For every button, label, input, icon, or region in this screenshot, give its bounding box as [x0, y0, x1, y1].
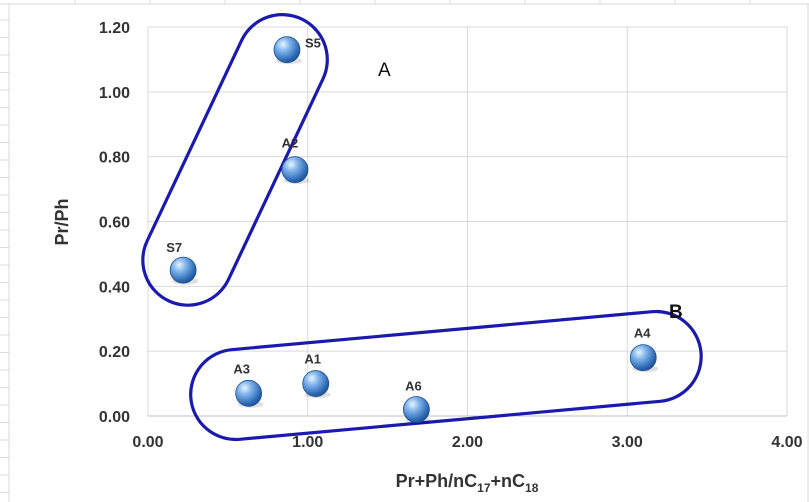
group-b-label: B — [669, 302, 683, 323]
x-axis-title-sub2: 18 — [525, 481, 539, 495]
point-s7 — [169, 256, 197, 284]
group-a-outline — [141, 13, 329, 307]
x-tick-label: 2.00 — [452, 434, 483, 451]
point-label-a3: A3 — [233, 361, 250, 376]
x-axis-title-sub1: 17 — [477, 481, 491, 495]
point-label-s5: S5 — [305, 36, 321, 51]
y-tick-label: 1.20 — [99, 20, 130, 37]
point-label-a2: A2 — [282, 136, 299, 151]
y-axis-title: Pr/Ph — [52, 198, 72, 245]
x-axis-title-main: Pr+Ph/nC — [396, 471, 478, 491]
y-tick-label: 0.80 — [99, 150, 130, 167]
group-b-outline — [189, 309, 703, 442]
point-label-s7: S7 — [166, 240, 182, 255]
point-label-a1: A1 — [304, 352, 321, 367]
x-axis-title-mid: +nC — [491, 471, 526, 491]
point-a3 — [235, 379, 263, 407]
y-tick-label: 0.40 — [99, 279, 130, 296]
x-tick-label: 4.00 — [771, 434, 802, 451]
x-axis-title: Pr+Ph/nC17+nC18 — [396, 471, 539, 495]
x-tick-label: 0.00 — [132, 434, 163, 451]
point-a6 — [402, 396, 430, 423]
group-a-label: A — [378, 60, 391, 81]
point-a4 — [629, 344, 657, 372]
point-label-a6: A6 — [405, 379, 422, 394]
y-tick-label: 0.60 — [99, 215, 130, 232]
point-a2 — [281, 156, 309, 184]
point-a1 — [302, 370, 330, 397]
x-tick-label: 1.00 — [292, 434, 323, 451]
point-s5 — [273, 36, 301, 64]
x-tick-label: 3.00 — [612, 434, 643, 451]
y-tick-label: 1.00 — [99, 85, 130, 102]
y-tick-label: 0.00 — [99, 409, 130, 426]
y-tick-label: 0.20 — [99, 344, 130, 361]
point-label-a4: A4 — [634, 326, 651, 341]
